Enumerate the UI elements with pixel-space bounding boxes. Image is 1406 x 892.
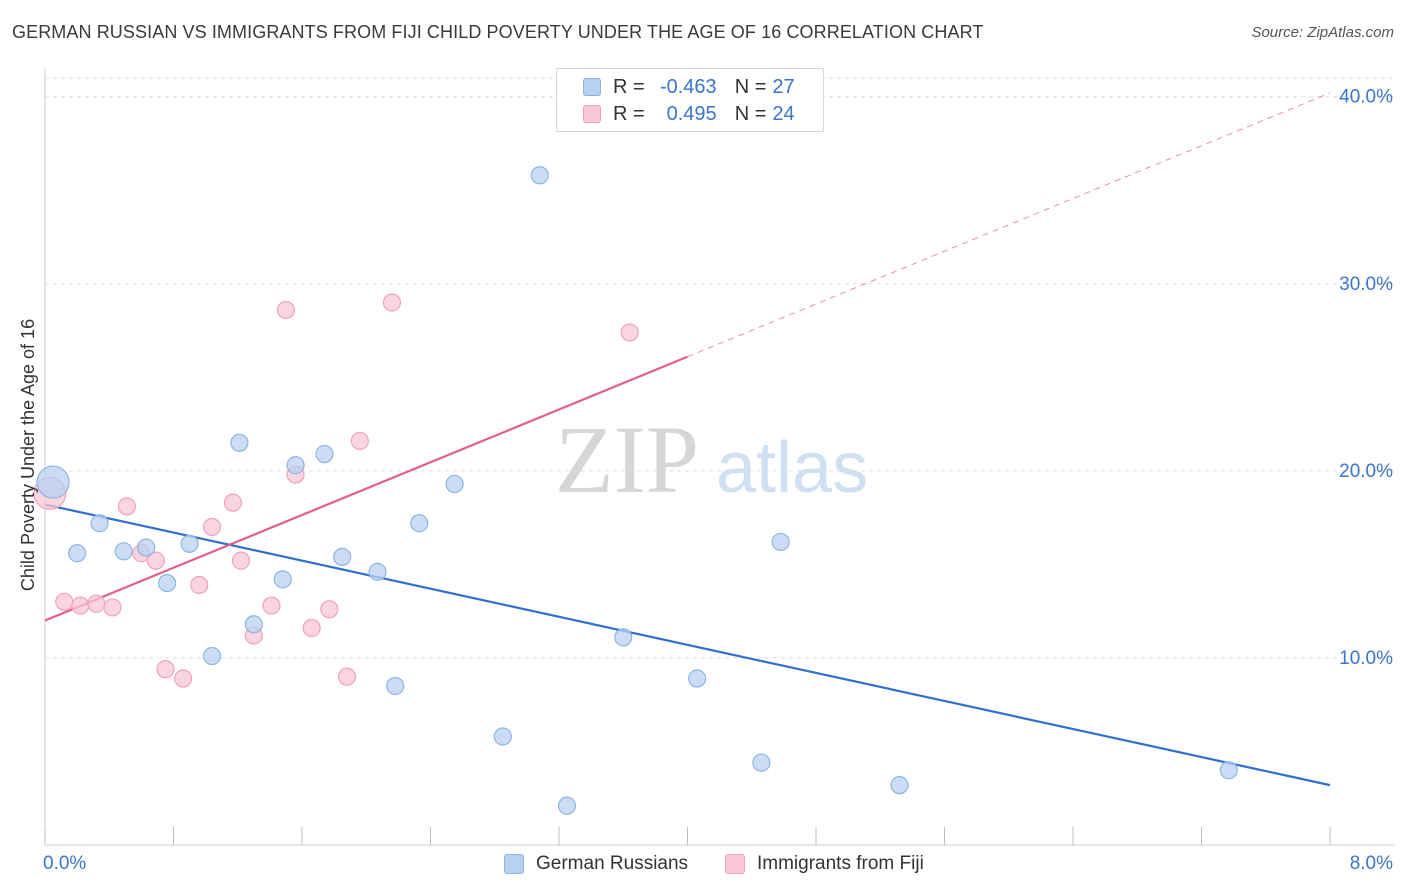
legend-swatch-blue: [504, 854, 524, 874]
stats-legend-row-german-russians: R = -0.463 N = 27: [583, 74, 795, 100]
data-point-german-russians: [493, 727, 512, 746]
watermark-zip: ZIP: [555, 406, 699, 513]
r-label: R =: [613, 75, 645, 98]
data-point-fiji: [103, 598, 122, 617]
data-point-german-russians: [90, 514, 109, 533]
data-point-fiji: [146, 551, 165, 570]
data-point-fiji: [117, 497, 137, 516]
r-label: R =: [613, 102, 645, 125]
n-value: 27: [772, 75, 795, 98]
data-point-german-russians: [614, 628, 633, 647]
trend-line-fiji: [44, 355, 688, 622]
legend-swatch-blue: [583, 78, 601, 96]
data-point-german-russians: [1219, 761, 1238, 780]
data-point-fiji: [202, 517, 222, 537]
data-point-fiji: [350, 431, 369, 451]
trend-line-fiji-extension: [687, 92, 1331, 358]
data-point-german-russians: [68, 544, 87, 563]
legend-item-german-russians[interactable]: German Russians: [504, 850, 688, 878]
data-point-german-russians: [157, 573, 177, 593]
data-point-fiji: [231, 551, 251, 570]
data-point-german-russians: [315, 444, 334, 464]
tick-labels: 10.0% 20.0% 30.0% 40.0% 0.0% 8.0%: [43, 87, 1393, 874]
x-tick-label-start: 0.0%: [43, 853, 86, 874]
data-point-german-russians: [230, 433, 249, 452]
data-point-german-russians: [202, 646, 222, 666]
data-point-german-russians: [445, 474, 464, 494]
data-point-fiji: [71, 596, 90, 615]
data-points: [33, 166, 1238, 815]
data-point-german-russians: [333, 547, 352, 567]
data-point-german-russians: [273, 570, 292, 589]
data-point-german-russians: [180, 534, 199, 553]
data-point-fiji: [156, 660, 175, 679]
legend-item-immigrants-from-fiji[interactable]: Immigrants from Fiji: [725, 850, 924, 878]
data-point-fiji: [302, 618, 321, 638]
data-point-german-russians: [752, 753, 771, 772]
trend-lines: [44, 92, 1331, 787]
source-credit: Source: ZipAtlas.com: [1251, 24, 1394, 41]
y-tick-label: 30.0%: [1339, 274, 1393, 295]
stats-legend: R = -0.463 N = 27 R = 0.495 N = 24: [556, 68, 824, 132]
trend-line-german-russians: [44, 503, 1331, 787]
data-point-fiji: [320, 600, 339, 619]
chart-title: GERMAN RUSSIAN VS IMMIGRANTS FROM FIJI C…: [12, 22, 984, 42]
axes: [44, 68, 1395, 846]
n-label: N =: [734, 102, 767, 125]
data-point-fiji: [382, 293, 402, 312]
data-point-german-russians: [386, 676, 405, 696]
data-point-fiji: [55, 592, 74, 611]
legend-swatch-pink: [583, 105, 601, 123]
legend-label: German Russians: [536, 853, 689, 874]
legend-label: Immigrants from Fiji: [757, 853, 924, 874]
data-point-fiji: [276, 300, 296, 320]
n-value: 24: [772, 102, 795, 125]
y-tick-label: 20.0%: [1339, 461, 1393, 482]
data-point-german-russians: [137, 538, 156, 557]
data-point-fiji: [620, 323, 639, 342]
data-point-fiji: [174, 669, 193, 688]
legend-swatch-pink: [725, 854, 745, 874]
data-point-german-russians: [410, 514, 429, 533]
y-tick-label: 40.0%: [1339, 87, 1393, 108]
data-point-german-russians: [286, 456, 305, 475]
n-label: N =: [734, 75, 767, 98]
data-point-german-russians: [114, 542, 133, 561]
data-point-fiji: [223, 493, 243, 512]
r-value: 0.495: [666, 102, 717, 125]
data-point-fiji: [190, 575, 209, 595]
watermark-atlas: atlas: [716, 428, 868, 508]
y-tick-label: 10.0%: [1339, 648, 1393, 669]
data-point-german-russians: [771, 532, 790, 552]
y-axis-label: Child Poverty Under the Age of 16: [18, 319, 38, 591]
data-point-fiji: [337, 667, 357, 686]
data-point-german-russians: [244, 615, 263, 634]
r-value: -0.463: [659, 75, 717, 98]
data-point-german-russians: [368, 562, 387, 581]
grid-lines: [45, 77, 1395, 659]
watermark: ZIP atlas: [555, 406, 868, 513]
data-point-german-russians: [36, 465, 70, 499]
data-point-fiji: [262, 596, 281, 615]
data-point-fiji: [87, 594, 106, 613]
data-point-german-russians: [530, 166, 549, 185]
x-tick-label-end: 8.0%: [1350, 853, 1393, 874]
stats-legend-row-fiji: R = 0.495 N = 24: [583, 101, 795, 127]
data-point-german-russians: [688, 669, 707, 688]
data-point-german-russians: [890, 776, 909, 795]
data-point-german-russians: [557, 796, 577, 815]
